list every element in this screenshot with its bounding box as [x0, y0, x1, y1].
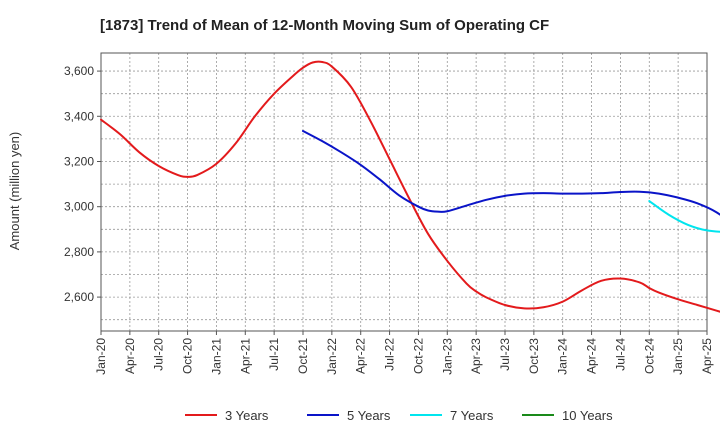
x-tick-label: Apr-21: [238, 338, 252, 374]
x-tick-label: Jan-20: [94, 338, 108, 375]
x-tick-label: Apr-20: [123, 338, 137, 374]
x-tick-label: Jan-21: [209, 338, 223, 375]
x-tick-label: Jan-23: [440, 338, 454, 375]
x-tick-label: Apr-22: [354, 338, 368, 374]
x-tick-label: Jan-22: [325, 338, 339, 375]
y-axis-label: Amount (million yen): [7, 132, 22, 251]
y-tick-label: 3,600: [64, 64, 94, 78]
legend: 3 Years 5 Years 7 Years 10 Years: [185, 408, 613, 423]
y-axis: 2,600 2,800 3,000 3,200 3,400 3,600: [64, 64, 101, 304]
y-tick-label: 3,200: [64, 154, 94, 168]
grid: [100, 53, 708, 331]
y-tick-label: 2,600: [64, 290, 94, 304]
series-line-5-years: [302, 129, 720, 216]
x-tick-label: Oct-22: [411, 338, 425, 374]
x-tick-label: Jul-21: [267, 338, 281, 371]
y-tick-label: 3,400: [64, 109, 94, 123]
x-tick-label: Jul-20: [152, 338, 166, 371]
x-tick-label: Apr-23: [469, 338, 483, 374]
legend-label-5-years: 5 Years: [347, 408, 391, 423]
x-tick-label: Jul-24: [613, 338, 627, 371]
x-tick-label: Apr-24: [585, 338, 599, 374]
series-lines: [100, 60, 720, 313]
y-tick-label: 2,800: [64, 245, 94, 259]
x-tick-label: Jul-23: [498, 338, 512, 371]
x-tick-label: Jan-24: [556, 338, 570, 375]
x-tick-label: Jan-25: [671, 338, 685, 375]
series-line-3-years: [100, 60, 720, 313]
legend-label-3-years: 3 Years: [225, 408, 269, 423]
x-tick-label: Oct-24: [642, 338, 656, 374]
chart-title: [1873] Trend of Mean of 12-Month Moving …: [100, 17, 549, 34]
x-tick-label: Oct-23: [527, 338, 541, 374]
legend-label-7-years: 7 Years: [450, 408, 494, 423]
y-tick-label: 3,000: [64, 200, 94, 214]
x-tick-label: Oct-21: [296, 338, 310, 374]
x-tick-label: Apr-25: [700, 338, 714, 374]
x-axis: Jan-20 Apr-20 Jul-20 Oct-20 Jan-21 Apr-21 Jul-…: [94, 331, 714, 375]
plot-frame: [100, 52, 708, 332]
legend-label-10-years: 10 Years: [562, 408, 613, 423]
x-tick-label: Oct-20: [181, 338, 195, 374]
x-tick-label: Jul-22: [383, 338, 397, 371]
series-line-7-years: [648, 200, 720, 233]
